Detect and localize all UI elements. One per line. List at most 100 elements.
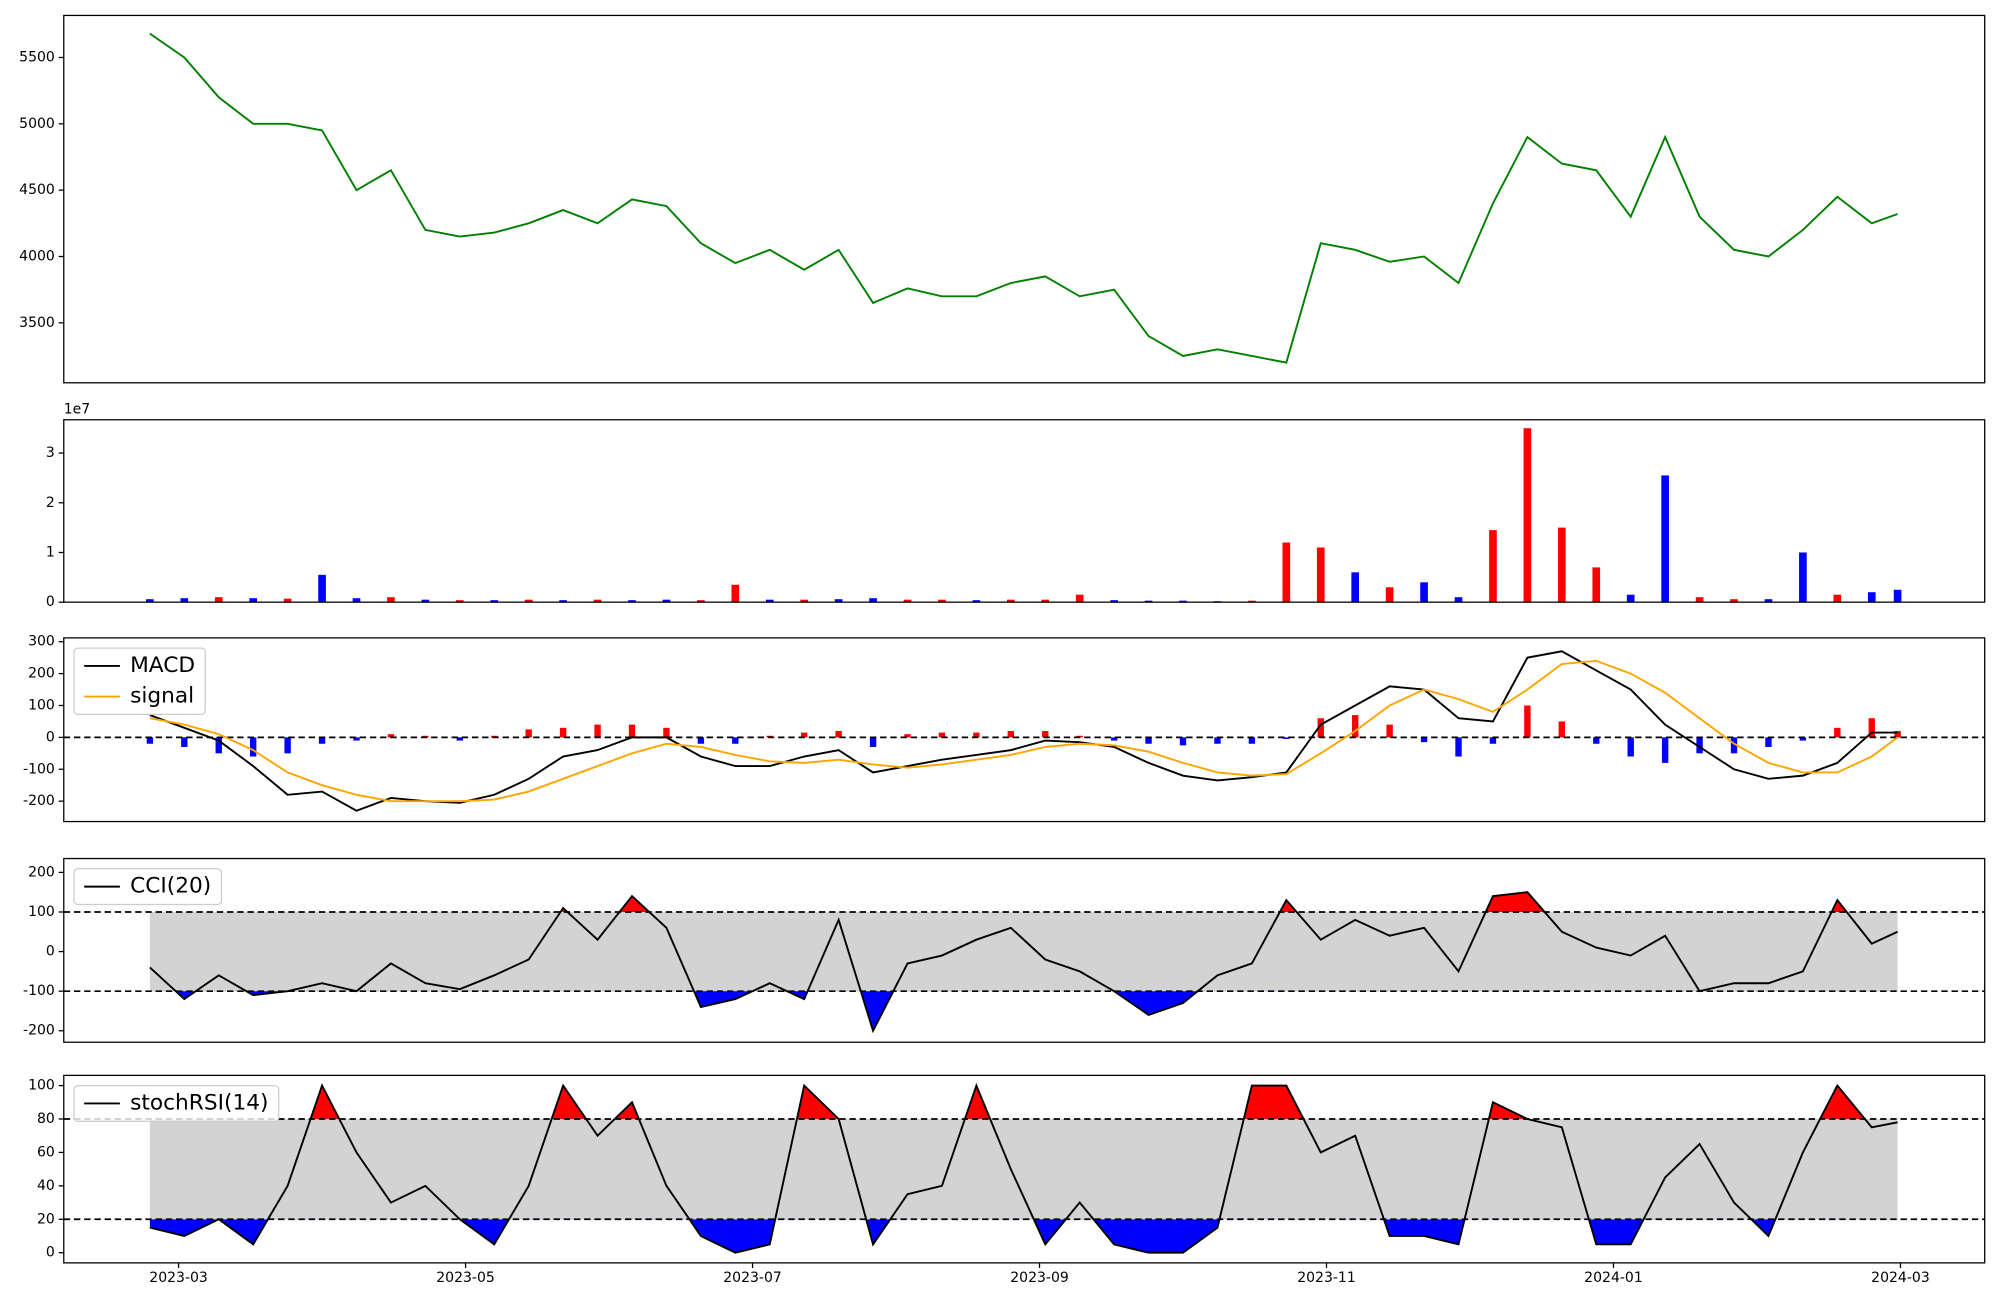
x-tick-label: 2023-11 <box>1297 1270 1356 1286</box>
y-tick-label: 4500 <box>19 182 55 198</box>
histogram-bar <box>1420 737 1428 743</box>
volume-bar <box>1730 599 1738 603</box>
histogram-bar <box>353 737 360 741</box>
y-tick-label: 60 <box>37 1144 55 1160</box>
volume-bar <box>731 584 740 603</box>
volume-bar <box>1041 599 1050 603</box>
volume-bar <box>869 598 877 603</box>
volume-bar <box>387 597 395 603</box>
y-tick-label: 80 <box>37 1111 55 1127</box>
series-line <box>149 1082 1898 1254</box>
histogram-bar <box>456 737 464 741</box>
volume-bar <box>1351 572 1360 603</box>
y-tick-label: 100 <box>28 904 55 920</box>
volume-bar <box>1833 594 1842 603</box>
histogram-bar <box>249 737 257 757</box>
histogram-bar <box>318 737 326 744</box>
axes-frame <box>63 14 1986 384</box>
volume-bar <box>1110 600 1118 603</box>
x-tick-label: 2024-03 <box>1871 1270 1930 1286</box>
y-tick-label: 0 <box>46 1245 55 1261</box>
volume-bar <box>559 600 567 603</box>
y-tick-label: 0 <box>46 594 55 610</box>
histogram-bar <box>1007 730 1015 738</box>
histogram-bar <box>1179 737 1187 746</box>
histogram-bar <box>215 737 222 754</box>
histogram-bar <box>1730 737 1738 754</box>
volume-bar <box>1695 597 1704 603</box>
legend-box <box>73 647 206 716</box>
axes-frame <box>63 419 1986 603</box>
volume-bar <box>1248 600 1256 603</box>
volume-bar <box>800 599 809 603</box>
y-tick-label: 5500 <box>19 49 55 65</box>
x-tick-label: 2024-01 <box>1584 1270 1643 1286</box>
x-tick-label: 2023-07 <box>723 1270 782 1286</box>
volume-bar <box>421 599 430 603</box>
histogram-bar <box>1283 737 1290 739</box>
volume-bar <box>1385 587 1394 603</box>
histogram-bar <box>1248 737 1256 744</box>
volume-bar <box>628 600 636 603</box>
volume-bar <box>1075 594 1084 603</box>
neutral-band <box>149 911 1898 992</box>
histogram-bar <box>594 724 601 738</box>
volume-bar <box>146 599 154 603</box>
histogram-bar <box>1317 718 1324 738</box>
axes-frame <box>63 857 1986 1043</box>
y-tick-label: 200 <box>28 864 55 880</box>
histogram-bar <box>284 737 291 754</box>
x-tick-label: 2023-03 <box>149 1270 208 1286</box>
volume-bar <box>1626 594 1635 603</box>
y-tick-label: 100 <box>28 697 55 713</box>
volume-bar <box>903 599 912 603</box>
volume-bar <box>1006 599 1015 603</box>
histogram-bar <box>181 737 188 747</box>
legend-label: stochRSI(14) <box>130 1090 268 1115</box>
histogram-bar <box>904 734 911 738</box>
histogram-bar <box>973 732 980 738</box>
histogram-bar <box>869 737 877 747</box>
volume-bar <box>1592 567 1601 603</box>
volume-bar <box>214 597 223 603</box>
y-tick-label: 100 <box>28 1078 55 1094</box>
volume-bar <box>1893 589 1902 603</box>
overbought-area <box>149 1085 1898 1119</box>
legend-label: MACD <box>130 653 195 678</box>
volume-bar <box>697 600 705 603</box>
volume-bar <box>662 599 671 603</box>
y-tick-label: 3500 <box>19 315 55 331</box>
volume-bar <box>1799 552 1807 603</box>
y-tick-label: 300 <box>28 634 55 650</box>
histogram-bar <box>1696 737 1703 754</box>
volume-bar <box>1867 592 1876 603</box>
x-tick-label: 2023-09 <box>1010 1270 1069 1286</box>
y-tick-label: 40 <box>37 1178 55 1194</box>
histogram-bar <box>663 727 670 738</box>
oversold-area <box>149 1219 1898 1253</box>
legend-label: signal <box>130 684 194 709</box>
histogram-bar <box>732 737 739 744</box>
volume-bar <box>524 599 533 603</box>
histogram-bar <box>1110 737 1118 741</box>
y-tick-label: 5000 <box>19 116 55 132</box>
y-tick-label: 1 <box>46 544 55 560</box>
histogram-bar <box>628 724 636 738</box>
volume-bar <box>938 599 946 603</box>
histogram-bar <box>1489 737 1497 744</box>
volume-bar <box>455 600 464 603</box>
volume-bar <box>834 599 843 603</box>
histogram-bar <box>697 737 705 744</box>
volume-bar <box>1764 599 1773 603</box>
y-tick-label: -200 <box>23 793 55 809</box>
y-tick-label: -200 <box>23 1023 55 1039</box>
x-tick-label: 2023-05 <box>436 1270 495 1286</box>
volume-bar <box>1489 530 1497 603</box>
histogram-bar <box>801 732 808 738</box>
histogram-bar <box>1386 724 1393 738</box>
legend-box <box>73 1084 280 1122</box>
volume-bar <box>283 598 292 603</box>
histogram-bar <box>1593 737 1600 744</box>
